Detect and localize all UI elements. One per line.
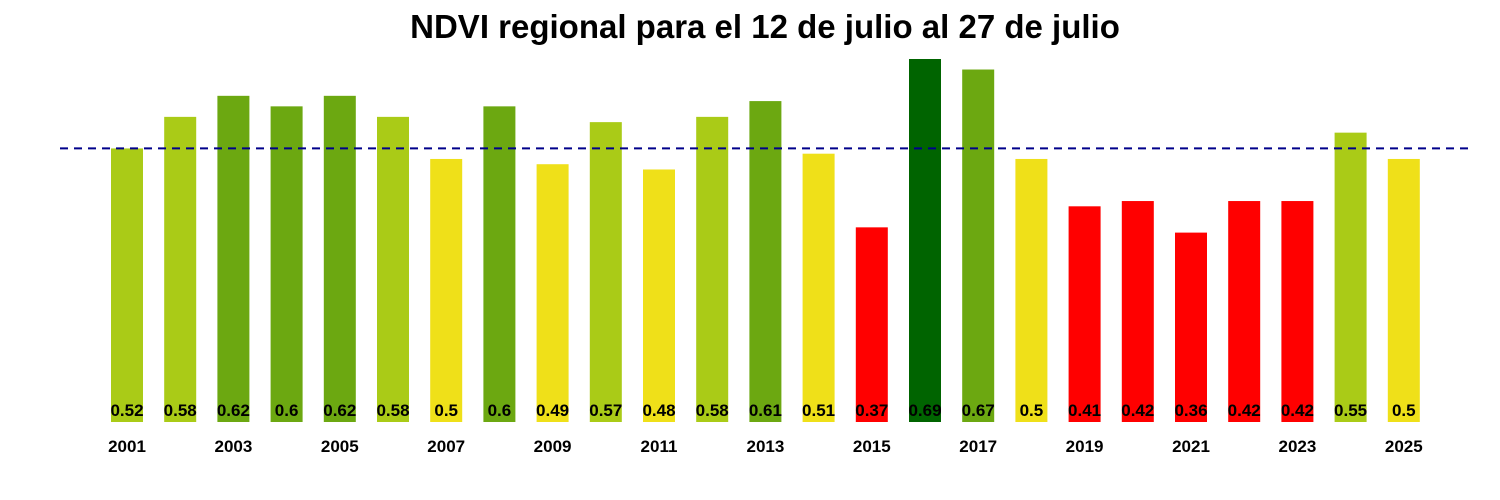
bar-2002 xyxy=(164,116,197,422)
x-tick-label-2013: 2013 xyxy=(746,437,784,456)
bar-2025 xyxy=(1387,158,1420,422)
data-label-2004: 0.6 xyxy=(275,401,299,420)
data-label-2013: 0.61 xyxy=(749,401,782,420)
x-tick-label-2025: 2025 xyxy=(1385,437,1423,456)
bar-2001 xyxy=(111,148,143,422)
bar-2020 xyxy=(1121,201,1154,422)
bar-2006 xyxy=(377,116,409,422)
bar-2010 xyxy=(589,122,622,422)
bar-2013 xyxy=(749,101,782,422)
x-tick-label-2011: 2011 xyxy=(641,437,678,456)
data-label-2001: 0.52 xyxy=(110,401,143,420)
bar-2024 xyxy=(1334,132,1367,423)
bar-2012 xyxy=(696,116,729,422)
bar-2011 xyxy=(643,169,675,422)
data-label-2018: 0.5 xyxy=(1020,401,1044,420)
bar-2014 xyxy=(802,153,835,422)
data-label-2019: 0.41 xyxy=(1068,401,1101,420)
data-label-2003: 0.62 xyxy=(217,401,250,420)
bar-2005 xyxy=(323,95,356,423)
data-label-2025: 0.5 xyxy=(1392,401,1416,420)
data-label-2009: 0.49 xyxy=(536,401,569,420)
data-label-2012: 0.58 xyxy=(696,401,729,420)
data-label-2005: 0.62 xyxy=(323,401,356,420)
data-label-2014: 0.51 xyxy=(802,401,835,420)
data-label-2022: 0.42 xyxy=(1228,401,1261,420)
bar-2017 xyxy=(962,69,995,423)
bar-2019 xyxy=(1068,206,1101,422)
x-tick-label-2009: 2009 xyxy=(534,437,572,456)
data-label-2017: 0.67 xyxy=(962,401,995,420)
bar-2009 xyxy=(536,164,569,422)
bar-2003 xyxy=(217,95,250,423)
x-tick-label-2001: 2001 xyxy=(108,437,146,456)
data-label-2023: 0.42 xyxy=(1281,401,1314,420)
bar-2018 xyxy=(1015,158,1048,422)
data-label-2021: 0.36 xyxy=(1174,401,1207,420)
x-tick-label-2017: 2017 xyxy=(959,437,997,456)
x-tick-label-2023: 2023 xyxy=(1278,437,1316,456)
x-tick-label-2021: 2021 xyxy=(1172,437,1210,456)
chart-title: NDVI regional para el 12 de julio al 27 … xyxy=(410,8,1120,45)
data-label-2010: 0.57 xyxy=(589,401,622,420)
bar-2007 xyxy=(430,158,463,422)
bar-2015 xyxy=(855,227,888,422)
data-label-2007: 0.5 xyxy=(434,401,458,420)
bar-2023 xyxy=(1281,201,1314,422)
data-label-2008: 0.6 xyxy=(488,401,512,420)
bar-2008 xyxy=(483,106,516,422)
x-tick-label-2003: 2003 xyxy=(214,437,252,456)
x-tick-label-2015: 2015 xyxy=(853,437,891,456)
data-label-2011: 0.48 xyxy=(642,401,675,420)
bar-2022 xyxy=(1228,201,1261,422)
data-label-2006: 0.58 xyxy=(376,401,409,420)
data-label-2024: 0.55 xyxy=(1334,401,1367,420)
data-label-2016: 0.69 xyxy=(908,401,941,420)
bar-2004 xyxy=(270,106,303,422)
x-tick-label-2007: 2007 xyxy=(427,437,465,456)
data-label-2002: 0.58 xyxy=(164,401,197,420)
x-tick-label-2005: 2005 xyxy=(321,437,359,456)
bar-2021 xyxy=(1175,232,1207,422)
x-tick-label-2019: 2019 xyxy=(1066,437,1104,456)
bar-2016 xyxy=(909,59,941,422)
data-label-2020: 0.42 xyxy=(1121,401,1154,420)
data-label-2015: 0.37 xyxy=(855,401,888,420)
